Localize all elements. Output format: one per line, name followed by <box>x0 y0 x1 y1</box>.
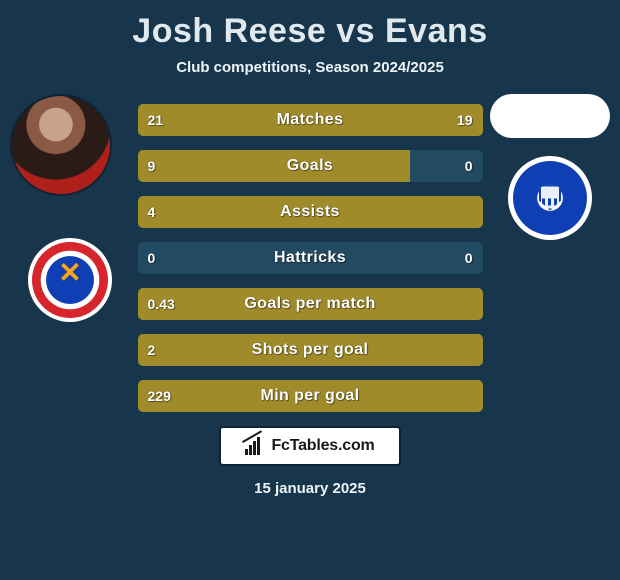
stat-value-left: 0 <box>148 242 156 274</box>
stat-row: Goals9 0 <box>138 150 483 182</box>
stat-value-left: 2 <box>148 334 156 366</box>
stat-value-left: 9 <box>148 150 156 182</box>
stat-row: Matches21 19 <box>138 104 483 136</box>
stat-label: Min per goal <box>138 380 483 412</box>
stat-value-left: 4 <box>148 196 156 228</box>
stat-row: Goals per match0.43 <box>138 288 483 320</box>
stat-value-left: 229 <box>148 380 171 412</box>
site-logo-text: FcTables.com <box>271 437 374 455</box>
page-subtitle: Club competitions, Season 2024/2025 <box>0 59 620 76</box>
stats-list: Matches2119Goals90Assists4Hattricks00Goa… <box>138 104 483 412</box>
player1-club-badge <box>28 238 112 322</box>
bars-icon <box>245 437 265 455</box>
stat-label: Goals per match <box>138 288 483 320</box>
stat-label: Matches <box>138 104 483 136</box>
player1-avatar <box>10 94 112 196</box>
comparison-panel: Matches2119Goals90Assists4Hattricks00Goa… <box>0 104 620 412</box>
stat-row: Hattricks0 0 <box>138 242 483 274</box>
stat-value-left: 21 <box>148 104 164 136</box>
stat-row: Assists4 <box>138 196 483 228</box>
stat-value-right: 0 <box>465 150 473 182</box>
stat-label: Goals <box>138 150 483 182</box>
player2-club-badge <box>508 156 592 240</box>
stat-row: Min per goal229 <box>138 380 483 412</box>
stat-label: Hattricks <box>138 242 483 274</box>
stat-label: Assists <box>138 196 483 228</box>
site-logo: FcTables.com <box>219 426 401 466</box>
stat-row: Shots per goal2 <box>138 334 483 366</box>
footer-date: 15 january 2025 <box>0 480 620 497</box>
stat-value-right: 0 <box>465 242 473 274</box>
stat-value-left: 0.43 <box>148 288 175 320</box>
stat-label: Shots per goal <box>138 334 483 366</box>
page-title: Josh Reese vs Evans <box>0 0 620 51</box>
player2-avatar <box>490 94 610 138</box>
stat-value-right: 19 <box>457 104 473 136</box>
